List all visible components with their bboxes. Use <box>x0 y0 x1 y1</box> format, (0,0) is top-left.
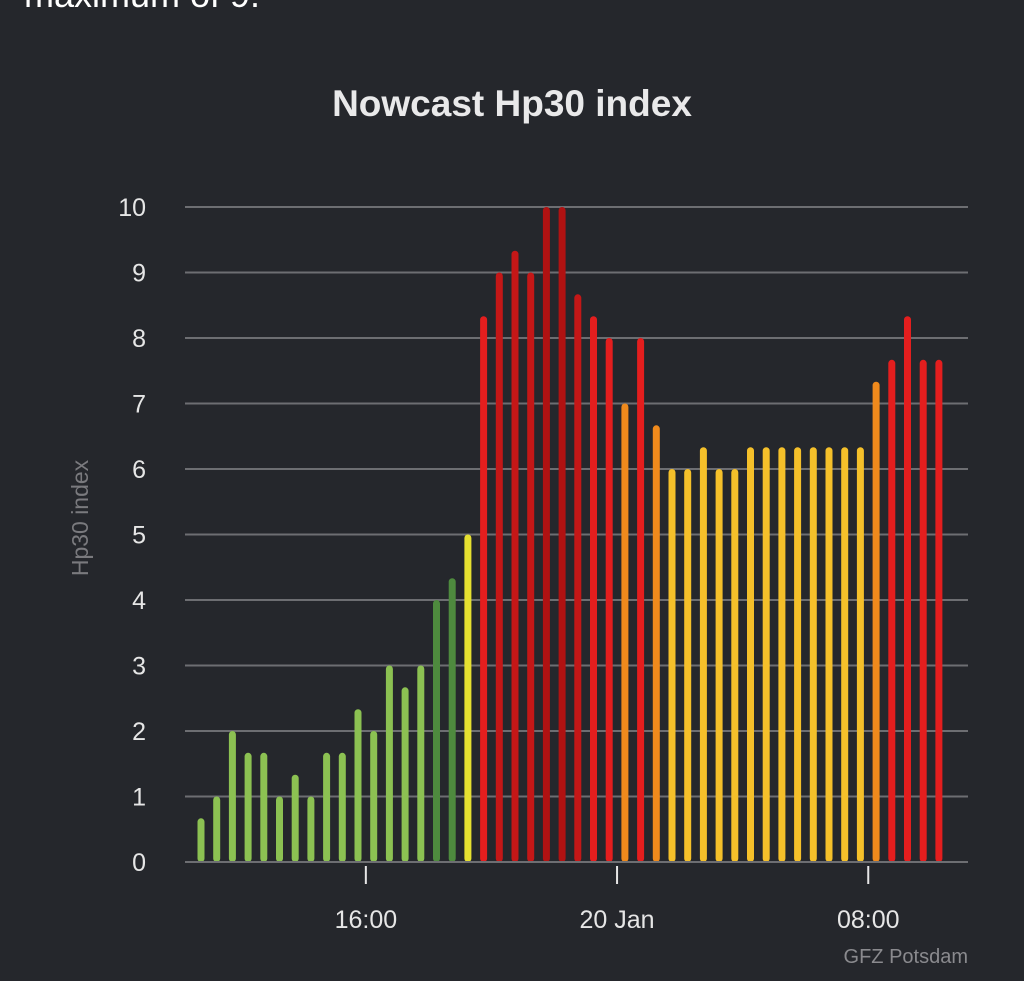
bar-25 <box>590 316 597 863</box>
bar-36 <box>762 447 770 862</box>
bar-27 <box>621 403 629 862</box>
bar-44 <box>888 359 896 862</box>
bar-39 <box>809 447 817 862</box>
bar-13 <box>401 687 409 862</box>
bar-5 <box>276 796 283 862</box>
bar-19 <box>495 272 503 862</box>
y-tick-label-0: 0 <box>132 849 146 877</box>
bar-2 <box>228 731 236 862</box>
bar-47 <box>935 359 943 862</box>
bar-16 <box>448 578 456 862</box>
bar-21 <box>527 272 535 862</box>
y-tick-label-1: 1 <box>132 784 146 812</box>
bar-35 <box>747 447 754 862</box>
bar-24 <box>574 294 582 862</box>
x-tick-label-1: 20 Jan <box>580 906 655 934</box>
bar-10 <box>354 709 362 862</box>
source-credit: GFZ Potsdam <box>844 946 968 968</box>
bar-34 <box>731 469 739 862</box>
bar-18 <box>480 316 488 863</box>
y-tick-label-9: 9 <box>132 260 146 288</box>
y-tick-label-8: 8 <box>132 325 146 353</box>
bar-4 <box>260 752 268 862</box>
bar-31 <box>684 469 692 862</box>
y-axis-title: Hp30 index <box>67 459 93 576</box>
bar-40 <box>825 447 833 862</box>
bar-32 <box>699 447 707 862</box>
bar-11 <box>370 731 378 862</box>
bar-46 <box>919 359 927 862</box>
y-axis-ticks: 0 1 2 3 4 5 6 7 8 9 10 <box>118 194 146 877</box>
bar-26 <box>605 338 613 862</box>
bar-33 <box>715 469 723 862</box>
y-tick-label-6: 6 <box>132 456 146 484</box>
bar-20 <box>511 250 519 863</box>
bar-0 <box>197 818 205 862</box>
y-tick-label-10: 10 <box>118 194 146 222</box>
intro-text-fragment: maximum of 9. <box>24 0 260 16</box>
bar-28 <box>637 338 645 862</box>
bar-38 <box>794 447 802 862</box>
bar-12 <box>385 665 393 862</box>
y-tick-label-4: 4 <box>132 587 146 615</box>
bar-7 <box>307 796 315 862</box>
bar-30 <box>668 469 676 862</box>
bar-1 <box>213 796 221 862</box>
y-tick-label-3: 3 <box>132 653 146 681</box>
bar-22 <box>542 207 550 862</box>
y-tick-label-5: 5 <box>132 522 146 550</box>
bar-15 <box>433 600 440 862</box>
bar-8 <box>323 752 331 862</box>
bar-6 <box>291 774 299 862</box>
x-axis-ticks: 16:00 20 Jan 08:00 <box>335 866 900 934</box>
y-tick-label-2: 2 <box>132 718 146 746</box>
chart-title: Nowcast Hp30 index <box>332 83 692 124</box>
bar-45 <box>904 316 911 863</box>
bar-43 <box>872 381 880 862</box>
bar-42 <box>856 447 864 862</box>
bar-14 <box>417 665 425 862</box>
bar-29 <box>652 425 660 862</box>
x-tick-label-2: 08:00 <box>837 906 900 934</box>
bar-17 <box>464 534 472 862</box>
bar-9 <box>338 752 346 862</box>
y-tick-label-7: 7 <box>132 391 146 419</box>
bar-37 <box>778 447 786 862</box>
bar-41 <box>841 447 849 862</box>
bar-23 <box>558 207 566 862</box>
x-tick-label-0: 16:00 <box>335 906 398 934</box>
bar-3 <box>244 752 252 862</box>
bars <box>197 207 943 863</box>
